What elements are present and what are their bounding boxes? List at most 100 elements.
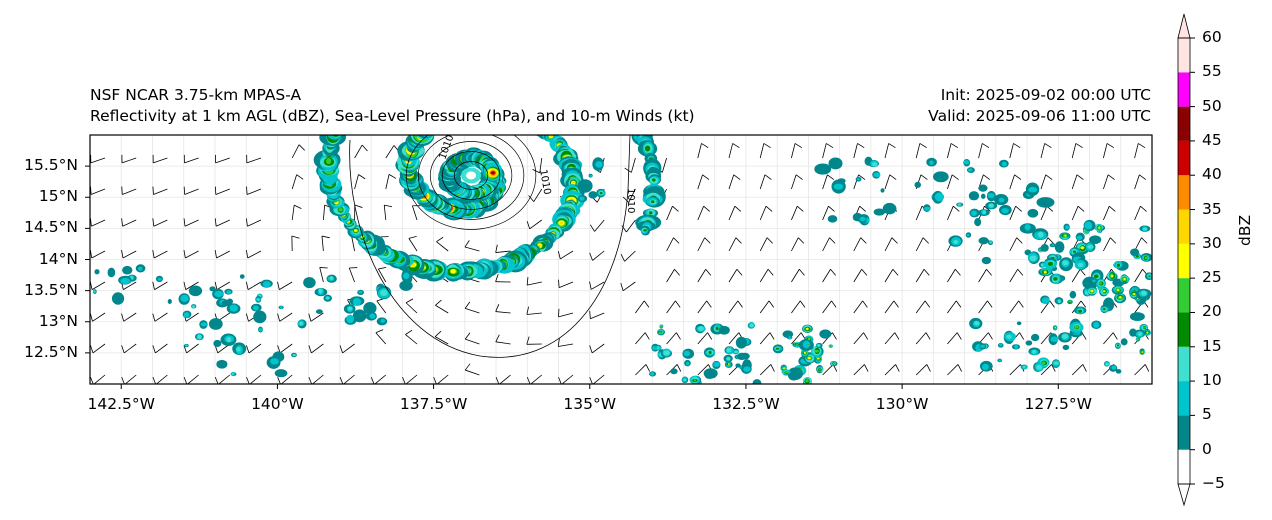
- echo-cell: [357, 289, 364, 296]
- wind-barb: [408, 235, 418, 252]
- wind-barb: [183, 250, 199, 259]
- echo-cell: [712, 360, 721, 370]
- echo-cell: [969, 317, 983, 330]
- echo-cell: [434, 135, 442, 136]
- echo-cell: [723, 354, 733, 363]
- wind-barb: [1009, 174, 1022, 190]
- wind-barb: [90, 250, 106, 259]
- echo-cell: [315, 309, 323, 314]
- echo-cell: [648, 174, 662, 185]
- wind-barb: [915, 332, 931, 345]
- wind-barb: [947, 205, 960, 221]
- wind-barb: [152, 312, 168, 322]
- wind-barb: [277, 312, 293, 322]
- echo-cell: [781, 369, 791, 376]
- echo-cell: [830, 360, 838, 367]
- wind-barb: [947, 300, 962, 314]
- echo-cell: [816, 364, 824, 374]
- wind-barb: [822, 237, 836, 252]
- echo-cell: [521, 113, 539, 129]
- wind-barb: [1009, 237, 1023, 252]
- echo-cell: [230, 371, 237, 377]
- echo-cell: [595, 85, 621, 101]
- wind-barb: [339, 343, 355, 354]
- colorbar-extend-min: [1177, 483, 1191, 507]
- echo-cell: [446, 112, 458, 121]
- wind-barb: [1009, 268, 1024, 283]
- echo-cell: [1120, 338, 1128, 346]
- wind-barb: [495, 334, 511, 345]
- echo-cell: [786, 335, 793, 340]
- wind-barb: [402, 374, 418, 384]
- wind-barb: [853, 268, 868, 283]
- wind-barb: [589, 250, 605, 261]
- latitude-tick-label: 15°N: [38, 187, 78, 206]
- colorbar-segment: [1178, 346, 1190, 382]
- echo-cell: [735, 363, 741, 368]
- echo-cell: [404, 55, 416, 68]
- echo-cell: [213, 339, 222, 348]
- echo-cell: [588, 173, 593, 178]
- echo-cell: [384, 58, 407, 80]
- echo-cell: [502, 105, 525, 125]
- echo-cell: [682, 348, 695, 359]
- echo-cell: [401, 269, 413, 283]
- isobar-inner: [441, 151, 501, 200]
- echo-cell: [880, 188, 885, 193]
- wind-barb: [121, 154, 137, 164]
- wind-barb: [759, 205, 773, 221]
- echo-cell: [553, 214, 569, 231]
- echo-cell: [592, 157, 604, 171]
- colorbar-tick-label: 25: [1202, 268, 1222, 287]
- wind-barb: [246, 374, 262, 384]
- echo-cell: [1033, 361, 1045, 373]
- echo-cell: [516, 111, 537, 129]
- echo-cell: [718, 325, 730, 335]
- wind-barb: [291, 235, 300, 252]
- echo-cell: [827, 215, 838, 223]
- wind-barb: [697, 143, 709, 159]
- echo-cell: [828, 157, 843, 170]
- echo-cell: [684, 359, 691, 367]
- echo-cell: [787, 367, 803, 380]
- wind-barb: [1009, 300, 1024, 314]
- echo-cell: [948, 235, 963, 247]
- echo-cell: [1025, 182, 1040, 197]
- wind-barb: [464, 301, 480, 314]
- wind-barb: [666, 268, 680, 283]
- colorbar-tick-label: 45: [1202, 130, 1222, 149]
- echo-cell: [1129, 312, 1145, 322]
- colorbar-tick-label: 50: [1202, 96, 1222, 115]
- echo-cell: [614, 97, 625, 106]
- colorbar-segment: [1178, 243, 1190, 279]
- wind-barb: [915, 364, 931, 376]
- isobar-inner: [429, 141, 513, 210]
- echo-cell: [741, 364, 752, 374]
- fields-description: Reflectivity at 1 km AGL (dBZ), Sea-Leve…: [90, 107, 695, 125]
- echo-cell: [424, 119, 442, 134]
- echo-cell: [1075, 232, 1085, 242]
- wind-barb: [214, 250, 230, 259]
- wind-barb: [589, 310, 605, 320]
- wind-barb: [183, 186, 199, 195]
- echo-cell: [882, 202, 897, 215]
- chart-title-right: Init: 2025-09-02 00:00 UTC Valid: 2025-0…: [780, 85, 1151, 127]
- wind-barb: [666, 205, 679, 221]
- latitude-tick-label: 14.5°N: [24, 218, 78, 237]
- echo-cell: [980, 193, 986, 199]
- wind-barb: [791, 300, 806, 314]
- wind-barb: [152, 218, 168, 227]
- longitude-tick-label: 130°W: [875, 395, 929, 413]
- echo-cell: [979, 343, 987, 350]
- colorbar-segment: [1178, 140, 1190, 176]
- wind-barb: [557, 338, 574, 347]
- wind-barb: [495, 304, 511, 314]
- latitude-tick-label: 14°N: [38, 249, 78, 268]
- echo-cell: [212, 288, 224, 300]
- echo-cell: [184, 343, 189, 348]
- wind-barb: [1134, 364, 1150, 376]
- echo-cell: [1040, 295, 1050, 304]
- wind-barb: [183, 281, 199, 290]
- echo-cell: [993, 193, 1009, 206]
- wind-barb: [622, 188, 636, 203]
